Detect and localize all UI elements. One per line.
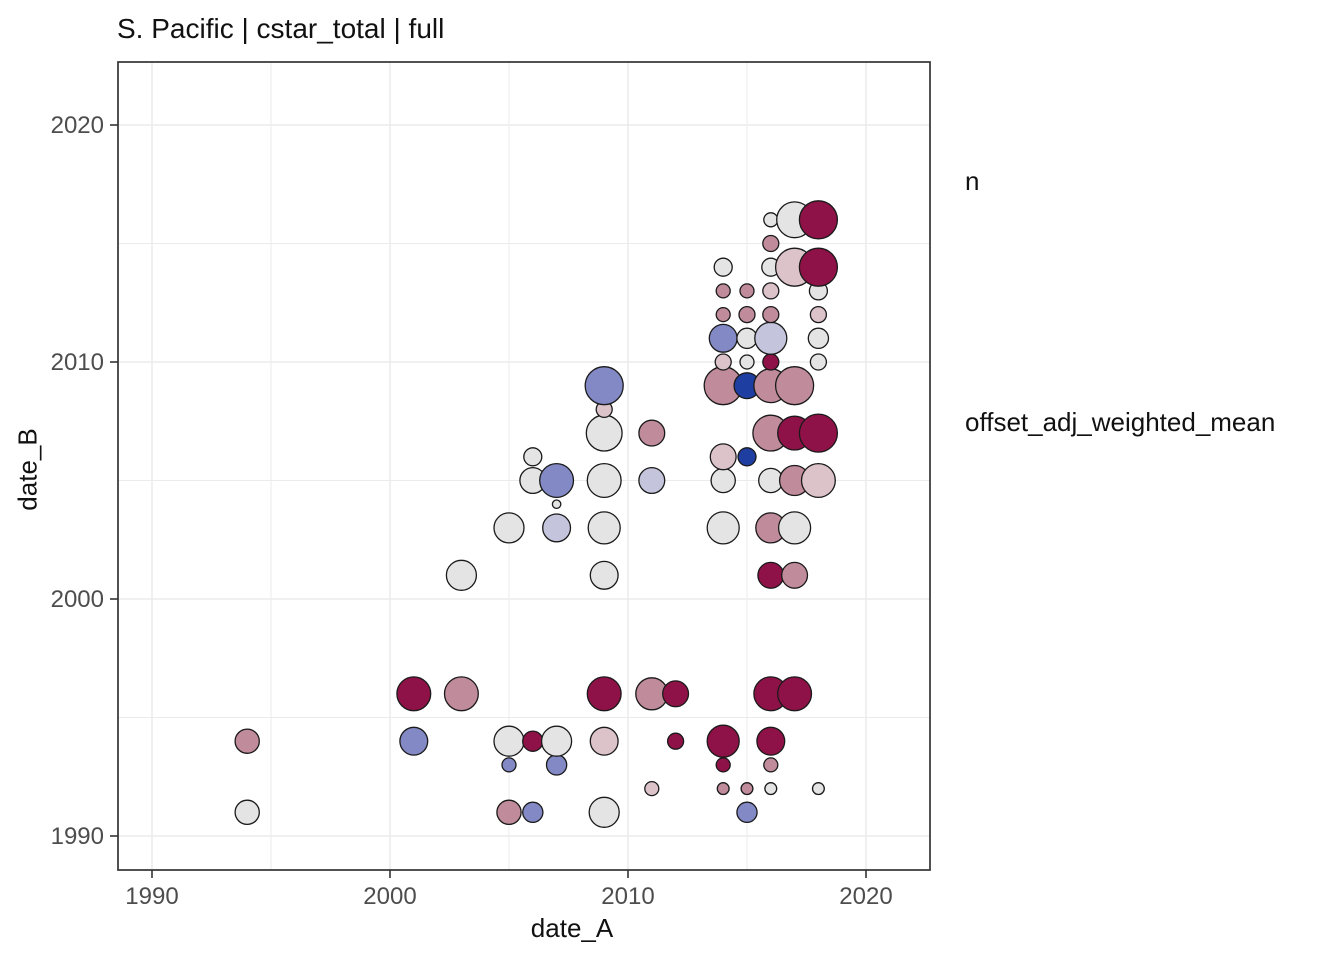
data-point: [644, 780, 660, 797]
data-point: [443, 676, 479, 712]
data-point: [585, 414, 623, 452]
data-point: [800, 462, 836, 499]
data-point: [584, 366, 624, 406]
data-point: [496, 799, 522, 826]
data-point: [740, 782, 754, 796]
data-point: [399, 726, 429, 756]
x-tick-label: 2010: [601, 883, 654, 910]
data-point: [716, 782, 730, 796]
data-point: [666, 732, 685, 750]
x-tick-label: 2020: [839, 883, 892, 910]
data-point: [762, 234, 780, 253]
data-point: [763, 212, 779, 228]
data-point: [715, 283, 731, 299]
data-point: [493, 512, 525, 544]
data-point: [738, 305, 756, 324]
data-point: [589, 726, 619, 756]
data-point: [757, 561, 785, 589]
data-point: [234, 799, 260, 826]
data-point: [709, 443, 737, 471]
data-point: [798, 413, 839, 453]
data-point: [234, 728, 260, 754]
data-point: [586, 676, 622, 712]
data-point: [587, 511, 621, 545]
size-legend-title: n: [965, 166, 980, 196]
data-point: [501, 757, 517, 773]
data-point: [811, 782, 825, 796]
data-point: [762, 282, 780, 300]
data-point: [638, 419, 666, 447]
data-point: [739, 283, 755, 299]
data-point: [737, 447, 757, 467]
data-point: [754, 321, 788, 355]
data-point: [493, 725, 525, 757]
y-tick-label: 2020: [51, 112, 104, 139]
data-point: [809, 353, 828, 371]
data-point: [763, 757, 779, 773]
data-point: [396, 676, 432, 712]
data-point: [708, 323, 738, 353]
data-point: [736, 327, 758, 350]
data-point: [523, 447, 543, 467]
data-point: [445, 559, 478, 591]
data-point: [714, 353, 732, 371]
data-point: [589, 560, 619, 590]
color-legend-title: offset_adj_weighted_mean: [965, 407, 1276, 437]
x-tick-label: 2000: [363, 883, 416, 910]
data-point: [715, 757, 731, 773]
x-axis-title: date_A: [530, 913, 614, 943]
y-tick-label: 2000: [51, 586, 104, 613]
y-tick-label: 2010: [51, 349, 104, 376]
data-point: [522, 730, 544, 752]
data-point: [739, 354, 755, 370]
data-point: [736, 801, 758, 824]
data-point: [777, 676, 813, 712]
data-point: [710, 467, 736, 494]
data-point: [706, 511, 740, 545]
data-point: [545, 754, 568, 776]
y-axis-title: date_B: [12, 428, 43, 511]
data-point: [809, 305, 828, 324]
data-point: [713, 257, 733, 277]
data-point: [756, 726, 786, 756]
x-tick-label: 1990: [125, 883, 178, 910]
data-point: [781, 561, 809, 589]
data-point: [586, 462, 622, 499]
data-point: [777, 511, 812, 545]
data-point: [542, 513, 572, 543]
data-point: [539, 462, 575, 499]
data-point: [540, 725, 573, 757]
data-point: [798, 200, 839, 240]
data-point: [638, 466, 666, 495]
data-point: [762, 305, 780, 324]
data-point: [798, 247, 839, 287]
plot-title: S. Pacific | cstar_total | full: [117, 13, 445, 44]
data-point: [662, 680, 690, 708]
data-point: [706, 724, 740, 758]
data-point: [807, 327, 830, 350]
data-point: [762, 353, 780, 371]
data-point: [764, 782, 778, 796]
data-point: [522, 801, 544, 824]
y-tick-label: 1990: [51, 823, 104, 850]
data-point: [774, 366, 815, 406]
panel-border: [117, 61, 931, 871]
data-point: [551, 499, 562, 510]
data-point: [588, 796, 620, 828]
data-point: [715, 306, 731, 323]
